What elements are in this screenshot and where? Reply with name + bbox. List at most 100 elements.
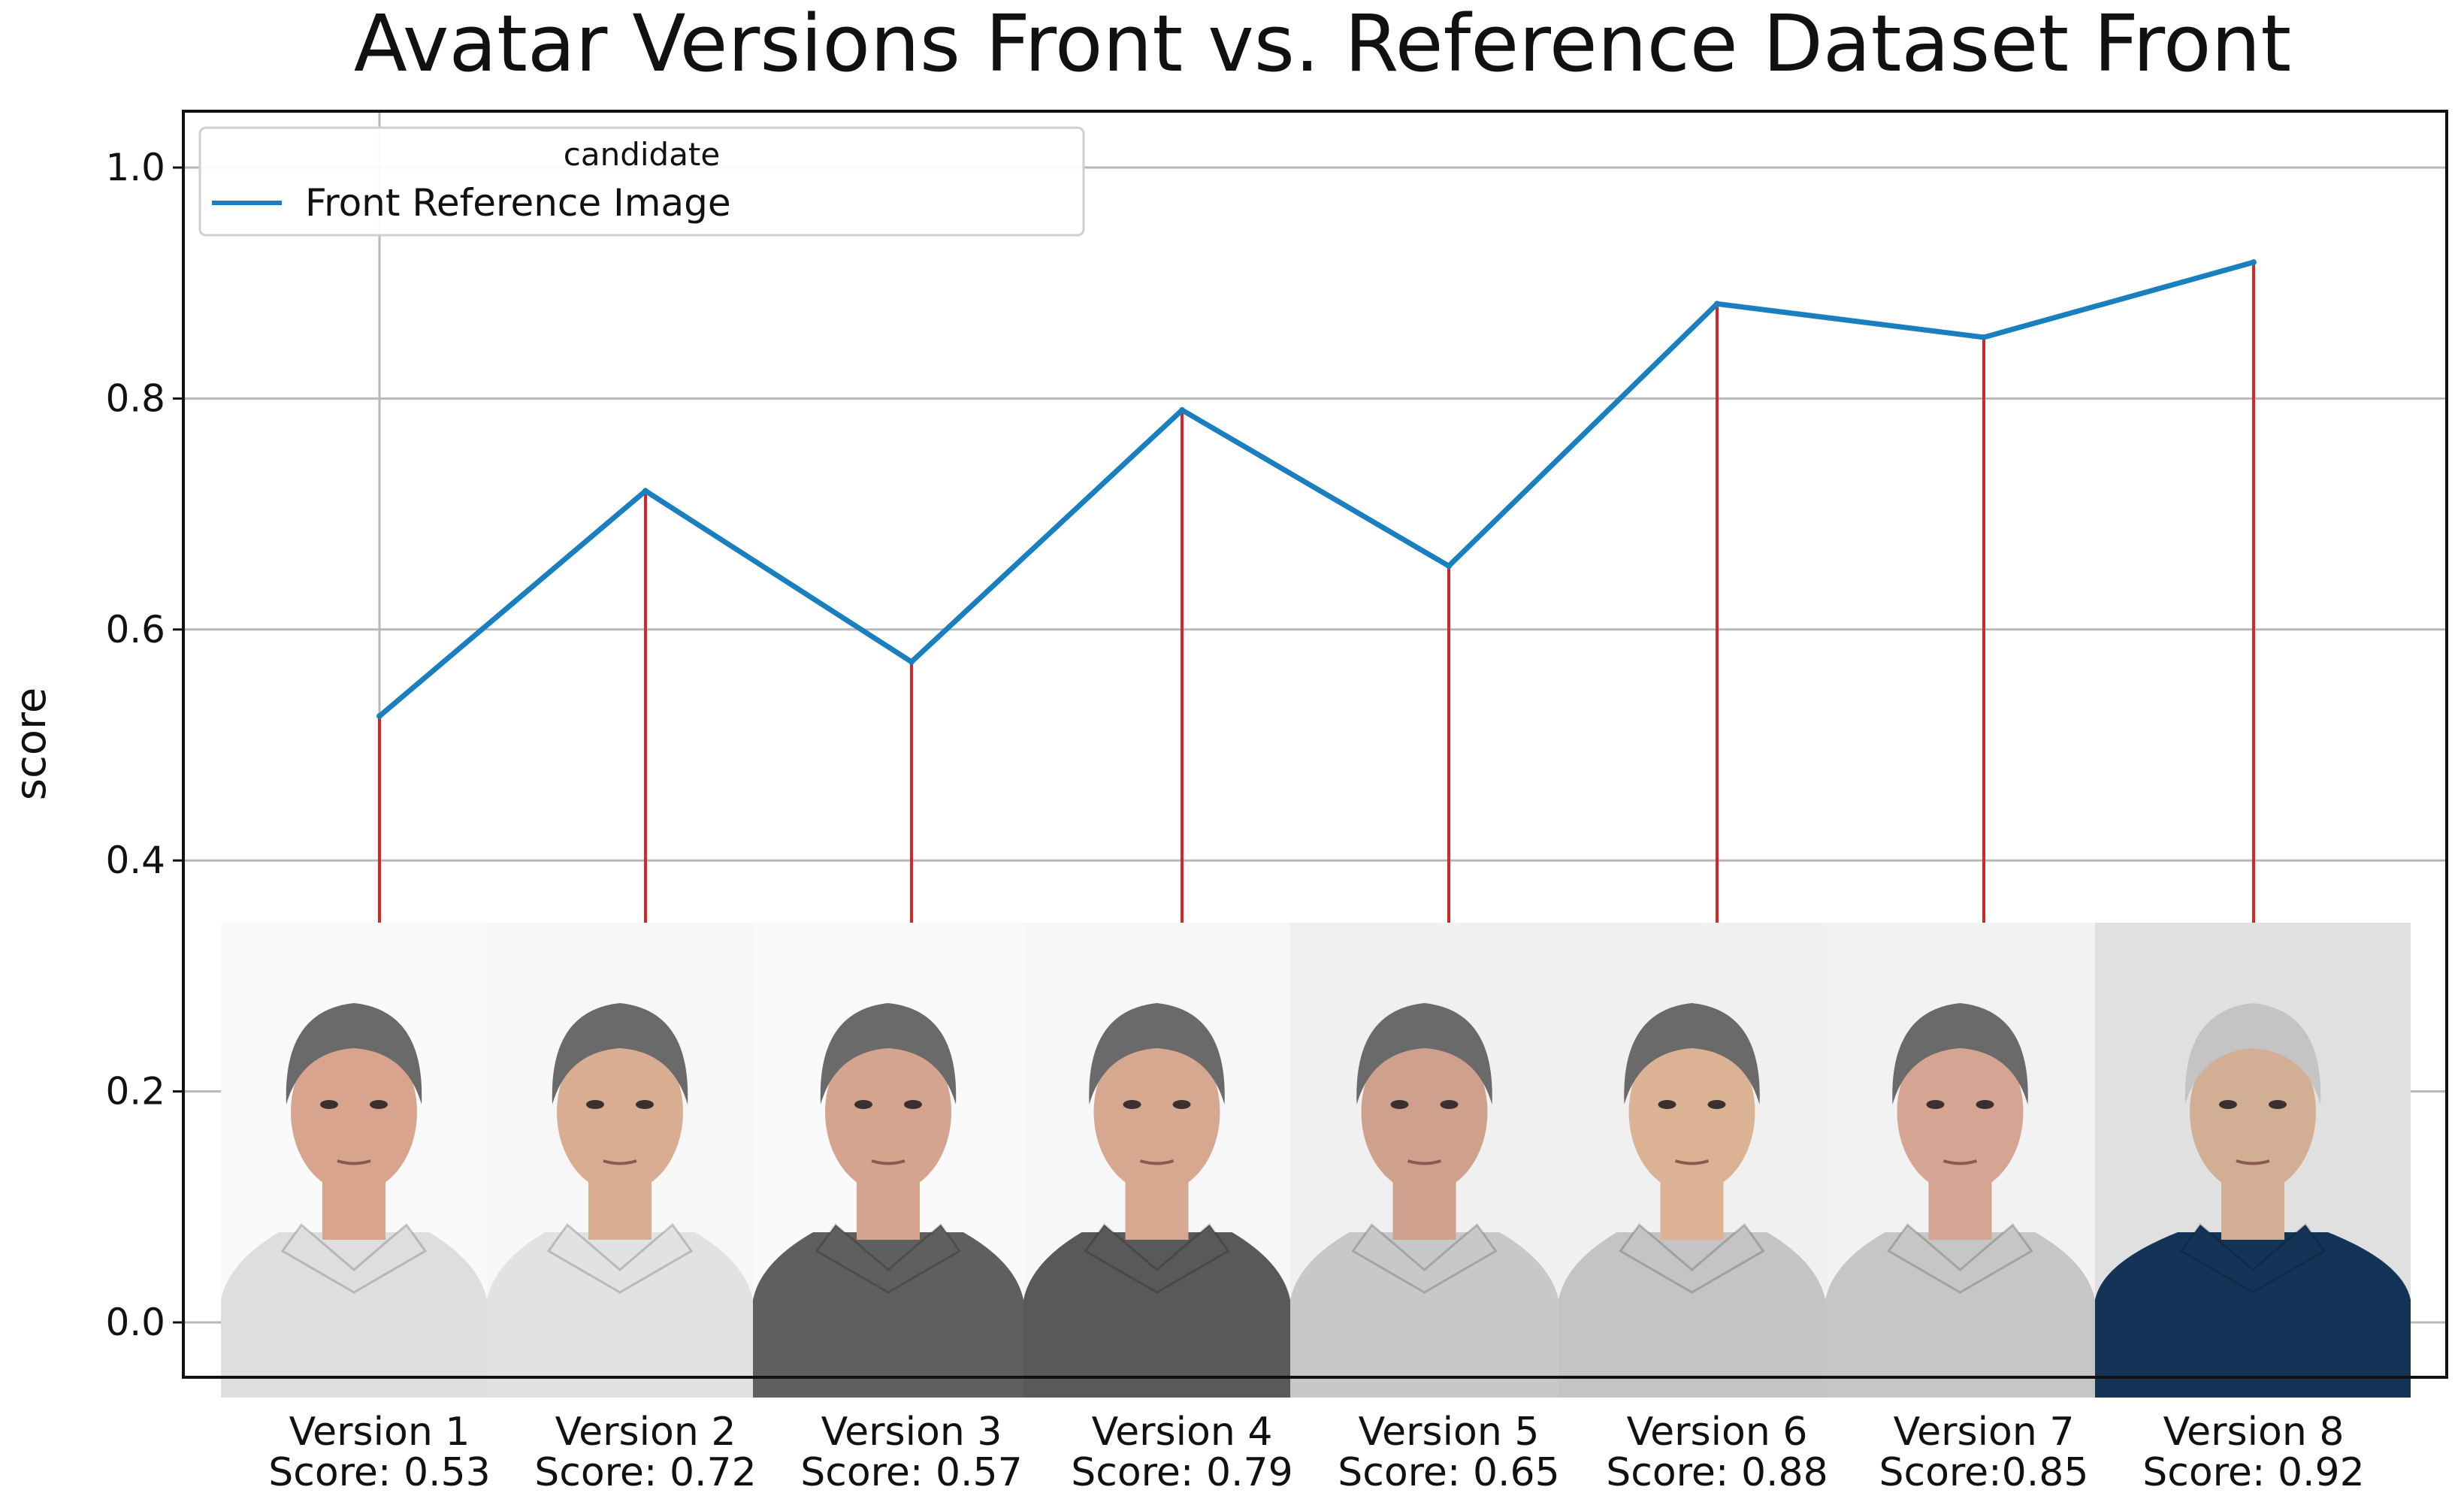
series-lines (376, 259, 2257, 720)
legend-title: candidate (564, 136, 720, 173)
face (291, 1031, 417, 1193)
score-label: Score: 0.92 (2142, 1450, 2364, 1495)
face (557, 1031, 683, 1193)
data-point (909, 658, 915, 665)
hair (1356, 1003, 1492, 1105)
avatar-thumbnail (1825, 923, 2095, 1398)
shirt (1023, 1232, 1290, 1398)
eye-left (1123, 1100, 1141, 1109)
eye-right (2269, 1100, 2287, 1109)
avatar-thumbnail (2095, 923, 2411, 1398)
shirt (1825, 1232, 2095, 1398)
hair (1892, 1003, 2028, 1105)
face (1897, 1031, 2024, 1193)
score-label: Score: 0.72 (534, 1450, 756, 1495)
legend: candidate Front Reference Image (198, 126, 1085, 237)
hair (2184, 1003, 2321, 1105)
x-category-label: Version 2 (555, 1410, 736, 1455)
x-category-label: Version 1 (289, 1410, 470, 1455)
y-tick-label: 0.2 (105, 1070, 165, 1114)
collar (1351, 1222, 1498, 1294)
eye-left (1658, 1100, 1676, 1109)
mouth (337, 1159, 371, 1165)
drop-lines (378, 262, 2255, 923)
eye-right (1172, 1100, 1191, 1109)
y-tick-label: 1.0 (105, 146, 165, 189)
shirt (2095, 1232, 2411, 1398)
face (2190, 1031, 2316, 1193)
plot-frame (182, 110, 2448, 1379)
avatar-thumbnail (1023, 923, 1290, 1398)
mouth (871, 1159, 905, 1165)
collar (546, 1222, 694, 1294)
series-line (377, 259, 2254, 718)
collar (815, 1222, 962, 1294)
avatar-thumbnails (221, 923, 2411, 1398)
x-category-label: Version 7 (1894, 1410, 2075, 1455)
mouth (603, 1159, 637, 1165)
mouth (2236, 1159, 2270, 1165)
legend-box (198, 126, 1085, 237)
hair (552, 1003, 688, 1105)
x-category-label: Version 8 (2163, 1410, 2345, 1455)
face (1093, 1031, 1220, 1193)
data-point (376, 713, 382, 720)
y-tick-label: 0.0 (105, 1301, 165, 1344)
face (1628, 1031, 1755, 1193)
collar (2179, 1222, 2326, 1294)
eye-left (1926, 1100, 1945, 1109)
avatar-thumbnail (221, 923, 487, 1398)
avatar-thumbnail (1559, 923, 1825, 1398)
eye-right (370, 1100, 388, 1109)
eye-left (854, 1100, 872, 1109)
mouth (1407, 1159, 1442, 1165)
data-point (2251, 259, 2257, 266)
eye-left (320, 1100, 338, 1109)
data-point (1714, 301, 1720, 307)
data-point (1981, 334, 1987, 340)
eye-right (1707, 1100, 1726, 1109)
hair (1624, 1003, 1760, 1105)
shirt (487, 1232, 753, 1398)
data-point (1446, 563, 1452, 570)
score-label: Score: 0.79 (1071, 1450, 1292, 1495)
x-category-label: Version 3 (821, 1410, 1002, 1455)
collar (280, 1222, 428, 1294)
score-label: Score:0.85 (1879, 1450, 2089, 1495)
mouth (1674, 1159, 1710, 1165)
chart-title: Avatar Versions Front vs. Reference Data… (354, 0, 2291, 89)
eye-right (1440, 1100, 1459, 1109)
shirt (753, 1232, 1023, 1398)
avatar-thumbnail (1290, 923, 1559, 1398)
x-category-label: Version 5 (1359, 1410, 1540, 1455)
avatar-thumbnail (753, 923, 1023, 1398)
x-category-label: Version 6 (1627, 1410, 1808, 1455)
y-tick-label: 0.8 (105, 376, 165, 420)
y-tick-label: 0.6 (105, 608, 165, 651)
eye-right (1976, 1100, 1994, 1109)
shirt (1290, 1232, 1559, 1398)
y-tick-label: 0.4 (105, 839, 165, 882)
y-axis-ticks: 0.0 0.2 0.4 0.6 0.8 1.0 (105, 146, 183, 1344)
collar (1084, 1222, 1230, 1294)
avatar-thumbnail (487, 923, 753, 1398)
legend-entry-label: Front Reference Image (305, 181, 731, 225)
score-label: Score: 0.57 (800, 1450, 1022, 1495)
eye-right (904, 1100, 922, 1109)
score-label: Score: 0.53 (268, 1450, 490, 1495)
data-point (1179, 406, 1185, 413)
data-point (642, 488, 649, 494)
x-category-label: Version 4 (1092, 1410, 1273, 1455)
mouth (1139, 1159, 1175, 1165)
shirt (1559, 1232, 1825, 1398)
y-axis-label: score (7, 688, 56, 800)
eye-right (636, 1100, 654, 1109)
hair (820, 1003, 957, 1105)
hair (1089, 1003, 1225, 1105)
score-label: Score: 0.88 (1606, 1450, 1828, 1495)
mouth (1942, 1159, 1978, 1165)
shirt (221, 1232, 487, 1398)
eye-left (2219, 1100, 2237, 1109)
eye-left (586, 1100, 604, 1109)
